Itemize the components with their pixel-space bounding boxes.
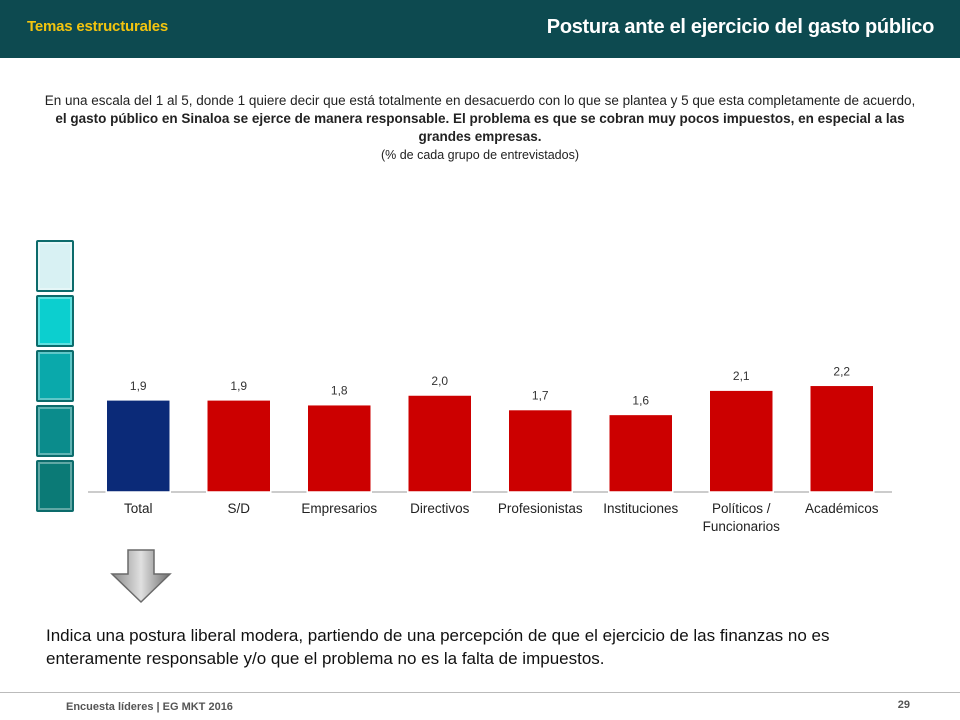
bar [608, 413, 674, 493]
category-label: Directivos [410, 501, 470, 516]
category-label: Académicos [805, 501, 879, 516]
category-label: Políticos / Funcionarios [703, 501, 781, 534]
bar [407, 394, 473, 493]
footer-source: Encuesta líderes | EG MKT 2016 [66, 701, 233, 713]
bar [708, 389, 774, 493]
bar-chart: 1,9 Total 1,9 S/D 1,8 Empresarios 2,0 Directivo… [88, 364, 892, 534]
question-part1: En una escala del 1 al 5, donde 1 quiere… [44, 93, 916, 108]
scale-step [36, 240, 74, 292]
bar [507, 408, 573, 493]
page-number: 29 [897, 699, 910, 711]
category-label: Empresarios [301, 501, 377, 516]
footer-divider [0, 692, 960, 693]
question-subtitle: (% de cada grupo de entrevistados) [380, 148, 580, 162]
bar [206, 399, 272, 493]
data-label: 1,9 [130, 379, 147, 393]
bar [809, 384, 875, 493]
question-bold: el gasto público en Sinaloa se ejerce de… [55, 111, 905, 144]
data-label: 1,8 [331, 384, 348, 398]
data-label: 1,7 [532, 389, 549, 403]
down-arrow-icon [110, 549, 172, 604]
data-label: 1,9 [230, 379, 247, 393]
scale-step [36, 405, 74, 457]
category-label: Total [124, 501, 153, 516]
scale-step [36, 295, 74, 347]
conclusion-text: Indica una postura liberal modera, parti… [46, 626, 830, 668]
category-label: S/D [227, 501, 250, 516]
category-label: Profesionistas [498, 501, 583, 516]
data-label: 2,0 [431, 374, 448, 388]
bar [105, 399, 171, 493]
scale-legend [36, 240, 74, 515]
page-title: Postura ante el ejercicio del gasto públ… [546, 16, 935, 38]
category-label: Instituciones [603, 501, 678, 516]
question-text: En una escala del 1 al 5, donde 1 quiere… [40, 92, 920, 164]
scale-step [36, 350, 74, 402]
bar [306, 403, 372, 493]
data-label: 1,6 [632, 393, 649, 407]
header-bar: Temas estructurales Postura ante el ejer… [0, 0, 960, 58]
section-title: Temas estructurales [27, 18, 168, 35]
data-label: 2,1 [733, 369, 750, 383]
scale-step [36, 460, 74, 512]
data-label: 2,2 [833, 364, 850, 378]
